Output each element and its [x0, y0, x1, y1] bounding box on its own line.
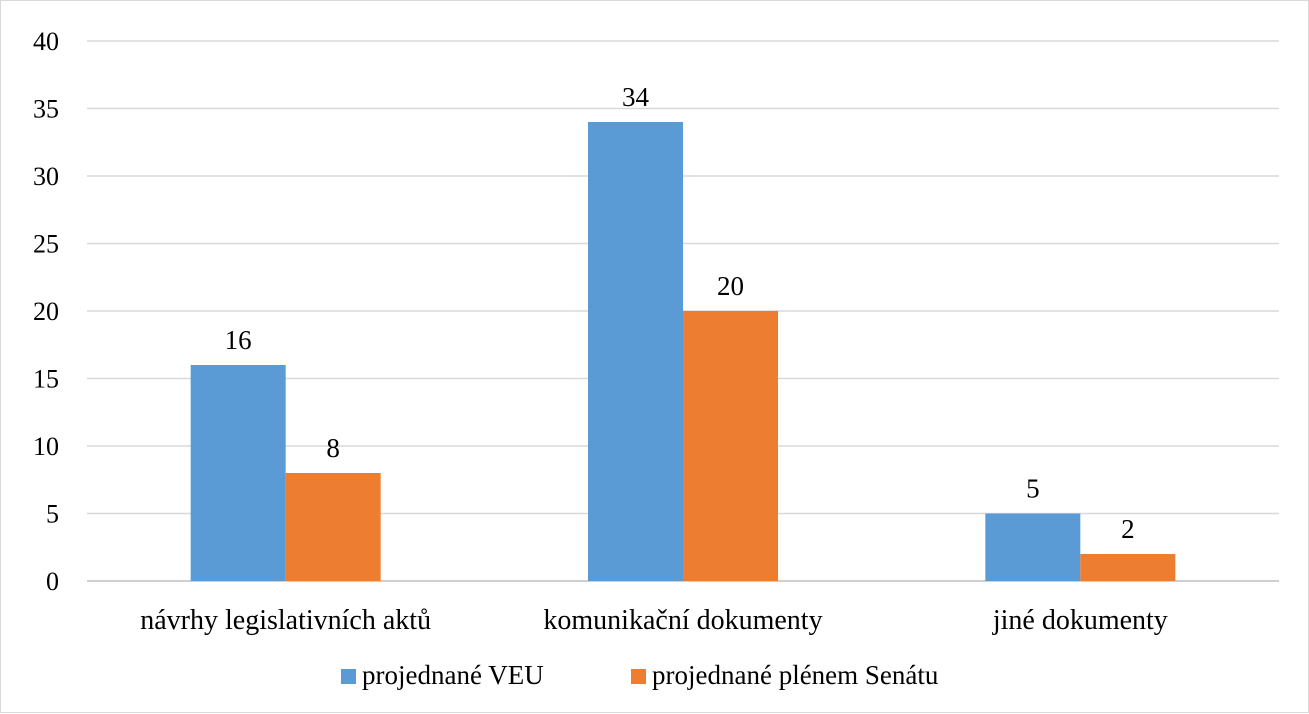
- y-tick-label: 25: [33, 230, 59, 259]
- x-axis-categories: návrhy legislativních aktů komunikační do…: [140, 605, 1168, 636]
- bar-veu-1: [588, 122, 683, 581]
- bar-veu-0: [190, 365, 286, 581]
- bar-senat-0: [285, 473, 381, 581]
- legend-swatch: [631, 669, 646, 684]
- y-tick-label: 5: [46, 500, 59, 529]
- x-category-label: návrhy legislativních aktů: [140, 605, 431, 636]
- x-category-label: komunikační dokumenty: [543, 605, 822, 636]
- x-category-label: jiné dokumenty: [992, 605, 1168, 636]
- data-label: 34: [622, 82, 650, 112]
- y-tick-label: 15: [33, 365, 59, 394]
- data-label: 16: [225, 325, 252, 355]
- y-tick-label: 10: [33, 432, 59, 461]
- legend-swatch: [341, 669, 356, 684]
- y-tick-label: 20: [33, 297, 59, 326]
- legend-label: projednané VEU: [362, 660, 544, 690]
- bar-veu-2: [985, 513, 1081, 581]
- data-label: 5: [1026, 474, 1040, 504]
- y-axis-ticks: 0 5 10 15 20 25 30 35 40: [33, 27, 59, 596]
- data-label: 8: [326, 433, 340, 463]
- y-tick-label: 35: [33, 95, 59, 124]
- legend-label: projednané plénem Senátu: [652, 660, 939, 690]
- data-label: 2: [1121, 514, 1135, 544]
- y-tick-label: 30: [33, 162, 59, 191]
- legend: projednané VEU projednané plénem Senátu: [341, 660, 939, 690]
- bar-senat-2: [1080, 554, 1176, 581]
- bars: [190, 122, 1176, 581]
- data-labels: 16 8 34 20 5 2: [225, 82, 1135, 544]
- bar-senat-1: [683, 311, 778, 581]
- y-tick-label: 0: [46, 567, 59, 596]
- data-label: 20: [717, 271, 744, 301]
- y-tick-label: 40: [33, 27, 59, 56]
